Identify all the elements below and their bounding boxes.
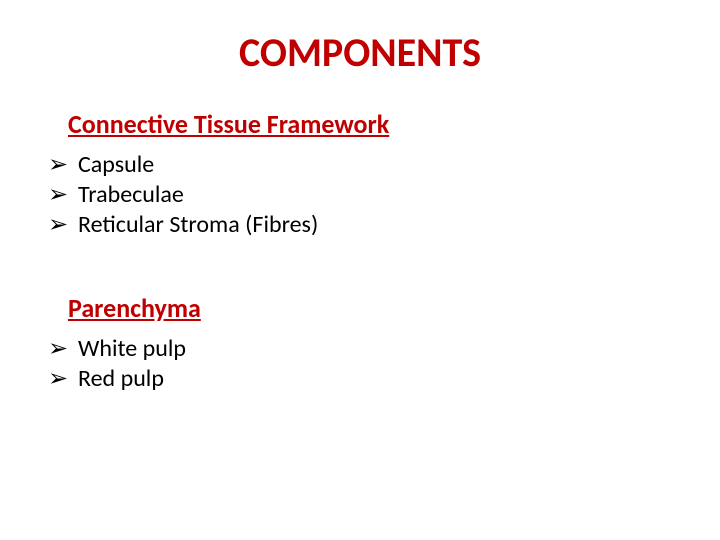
list-item: Capsule — [48, 150, 318, 180]
list-item: Reticular Stroma (Fibres) — [48, 210, 318, 240]
section-heading-parenchyma: Parenchyma — [68, 292, 201, 324]
list-item: Trabeculae — [48, 180, 318, 210]
list-item: Red pulp — [48, 364, 186, 394]
bullet-list-connective: Capsule Trabeculae Reticular Stroma (Fib… — [48, 150, 318, 240]
bullet-list-parenchyma: White pulp Red pulp — [48, 334, 186, 394]
section-heading-connective: Connective Tissue Framework — [68, 108, 389, 140]
slide-container: COMPONENTS Connective Tissue Framework C… — [0, 0, 720, 540]
list-item: White pulp — [48, 334, 186, 364]
slide-title: COMPONENTS — [0, 28, 720, 77]
